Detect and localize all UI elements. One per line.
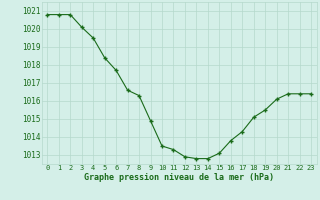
X-axis label: Graphe pression niveau de la mer (hPa): Graphe pression niveau de la mer (hPa) bbox=[84, 173, 274, 182]
